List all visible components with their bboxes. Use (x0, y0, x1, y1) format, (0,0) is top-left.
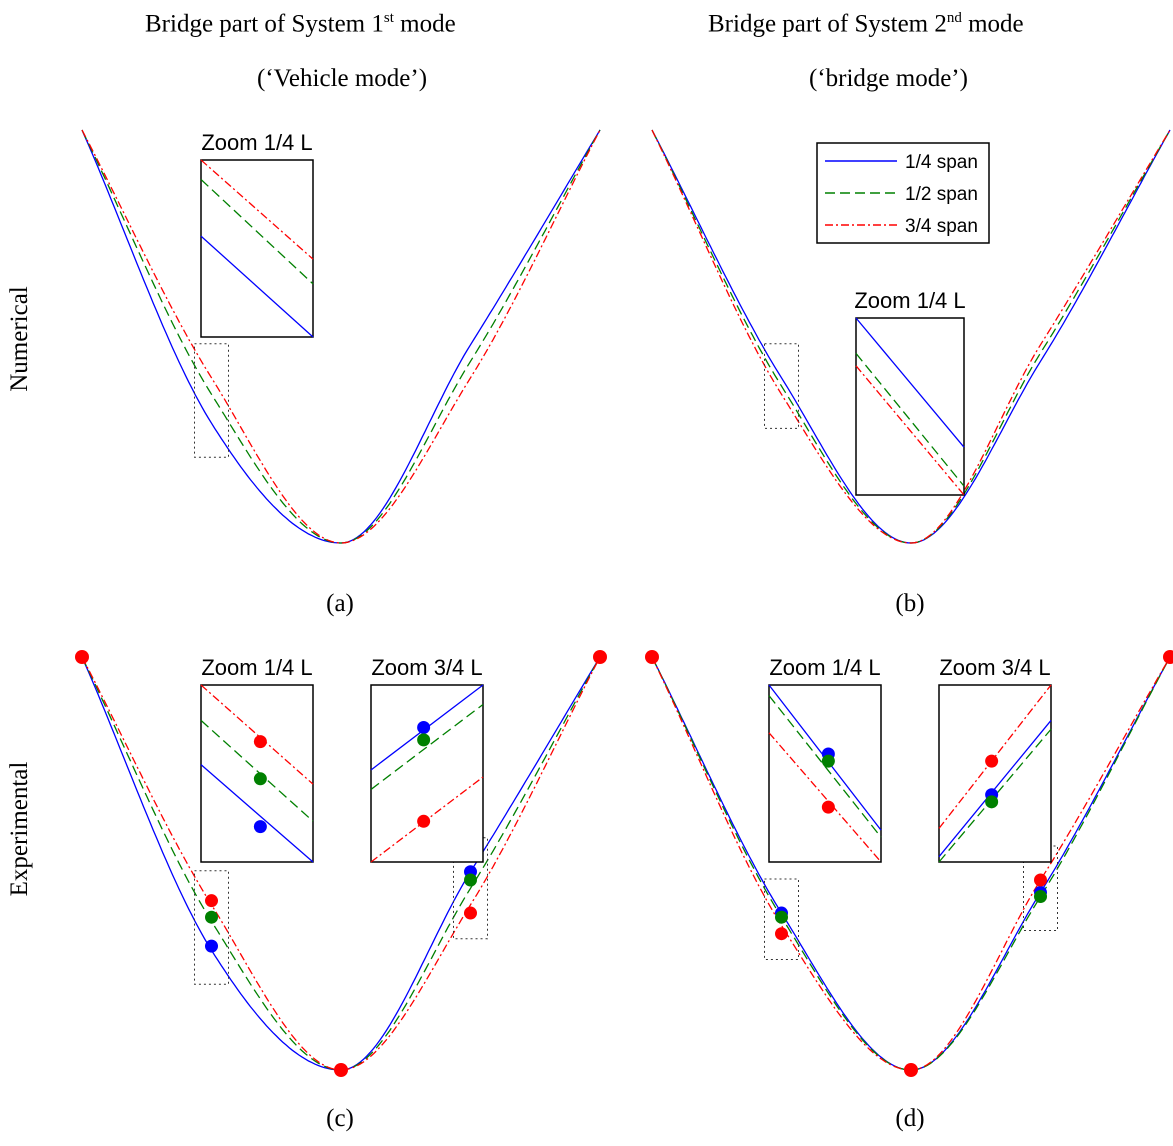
series-line-b-3 (651, 129, 1171, 544)
inset-d-quarter-dot-2 (821, 754, 835, 768)
header-right-prefix: Bridge part of System 2 (708, 10, 947, 38)
inset-c-threequarter-label: Zoom 3/4 L (371, 655, 482, 680)
inset-d-threequarter-line-3 (938, 728, 1052, 863)
series-line-a-3 (81, 129, 601, 544)
measured-point-d-6 (1034, 873, 1047, 887)
inset-c-quarter-dot-3 (253, 820, 267, 834)
header-left-prefix: Bridge part of System 1 (145, 10, 384, 38)
legend-label-2: 1/2 span (905, 184, 978, 205)
caption-d: (d) (895, 1105, 925, 1132)
caption-b: (b) (895, 590, 925, 617)
inset-c-quarter-label: Zoom 1/4 L (201, 655, 312, 680)
inset-d-quarter-dot-3 (821, 800, 835, 814)
series-line-d-1 (651, 656, 1171, 1071)
support-point-c-2 (334, 1063, 348, 1077)
measured-point-d-3 (775, 927, 788, 941)
inset-c-threequarter-box (370, 684, 484, 863)
support-point-c-1 (75, 650, 89, 664)
panel-d: Zoom 1/4 L Zoom 3/4 L (645, 650, 1173, 1077)
inset-d-threequarter-dot-3 (985, 795, 999, 809)
inset-c-quarter-dot-1 (253, 735, 267, 749)
measured-point-d-2 (775, 910, 788, 924)
inset-d-threequarter-line-2 (938, 719, 1052, 858)
inset-b-quarter-line-3 (855, 365, 965, 496)
header-right-title: Bridge part of System 2nd mode (708, 10, 1024, 38)
header-left-title: Bridge part of System 1st mode (145, 10, 456, 38)
zoom-region-d-1 (764, 878, 799, 960)
inset-a-quarter-label: Zoom 1/4 L (201, 130, 312, 155)
inset-d-quarter-line-3 (768, 732, 882, 863)
support-point-d-1 (645, 650, 659, 664)
header-left-suffix: mode (393, 10, 456, 38)
measured-point-c-5 (464, 873, 477, 887)
inset-b-quarter-line-1 (855, 317, 965, 448)
inset-a-quarter-line-2 (200, 178, 314, 285)
panel-c: Zoom 1/4 L Zoom 3/4 L (75, 650, 607, 1077)
inset-c-quarter-line-2 (200, 719, 314, 822)
legend: 1/4 span 1/2 span 3/4 span (816, 142, 990, 244)
series-line-c-2 (81, 656, 601, 1071)
inset-b-quarter-box (855, 317, 965, 496)
inset-a-quarter-line-3 (200, 235, 314, 338)
header-right-sup: nd (946, 10, 962, 26)
series-line-c-3 (81, 656, 601, 1071)
inset-d-threequarter-line-1 (938, 684, 1052, 829)
support-point-d-2 (904, 1063, 918, 1077)
zoom-region-a-1 (194, 343, 229, 458)
legend-label-1: 1/4 span (905, 152, 978, 173)
inset-d-threequarter-label: Zoom 3/4 L (939, 655, 1050, 680)
inset-a-quarter-line-1 (200, 159, 314, 260)
panel-a: Zoom 1/4 L (81, 129, 601, 544)
measured-point-c-6 (464, 906, 477, 920)
header-right-suffix: mode (961, 10, 1024, 38)
series-line-a-1 (81, 129, 601, 544)
inset-c-threequarter-dot-1 (417, 720, 431, 734)
measured-point-c-2 (205, 910, 218, 924)
measured-point-c-3 (205, 894, 218, 908)
support-point-c-3 (593, 650, 607, 664)
zoom-region-b-1 (764, 343, 799, 429)
measured-point-c-1 (205, 939, 218, 953)
inset-c-quarter-line-1 (200, 684, 314, 785)
inset-d-quarter-label: Zoom 1/4 L (769, 655, 880, 680)
inset-b-quarter-line-2 (855, 352, 965, 487)
inset-d-quarter-box (768, 684, 882, 863)
caption-c: (c) (326, 1105, 354, 1132)
caption-a: (a) (326, 590, 354, 617)
zoom-region-c-1 (194, 870, 229, 985)
inset-c-threequarter-dot-2 (417, 733, 431, 747)
support-point-d-3 (1163, 650, 1173, 664)
inset-b-quarter-label: Zoom 1/4 L (854, 288, 965, 313)
inset-c-quarter-dot-2 (253, 772, 267, 786)
series-line-d-3 (651, 656, 1171, 1071)
series-line-c-1 (81, 656, 601, 1071)
inset-c-threequarter-dot-3 (417, 814, 431, 828)
inset-a-quarter-box (200, 159, 314, 338)
panel-b: Zoom 1/4 L (651, 129, 1171, 544)
series-line-a-2 (81, 129, 601, 544)
inset-c-quarter-line-3 (200, 764, 314, 863)
inset-d-threequarter-box (938, 684, 1052, 863)
header-left-sup: st (383, 10, 394, 26)
series-line-d-2 (651, 656, 1171, 1071)
inset-c-threequarter-line-2 (370, 703, 484, 790)
measured-point-d-5 (1034, 890, 1047, 904)
legend-label-3: 3/4 span (905, 216, 978, 237)
header-left-subtitle: (‘Vehicle mode’) (257, 65, 428, 92)
header-right-subtitle: (‘bridge mode’) (809, 65, 968, 92)
inset-d-threequarter-dot-1 (985, 754, 999, 768)
